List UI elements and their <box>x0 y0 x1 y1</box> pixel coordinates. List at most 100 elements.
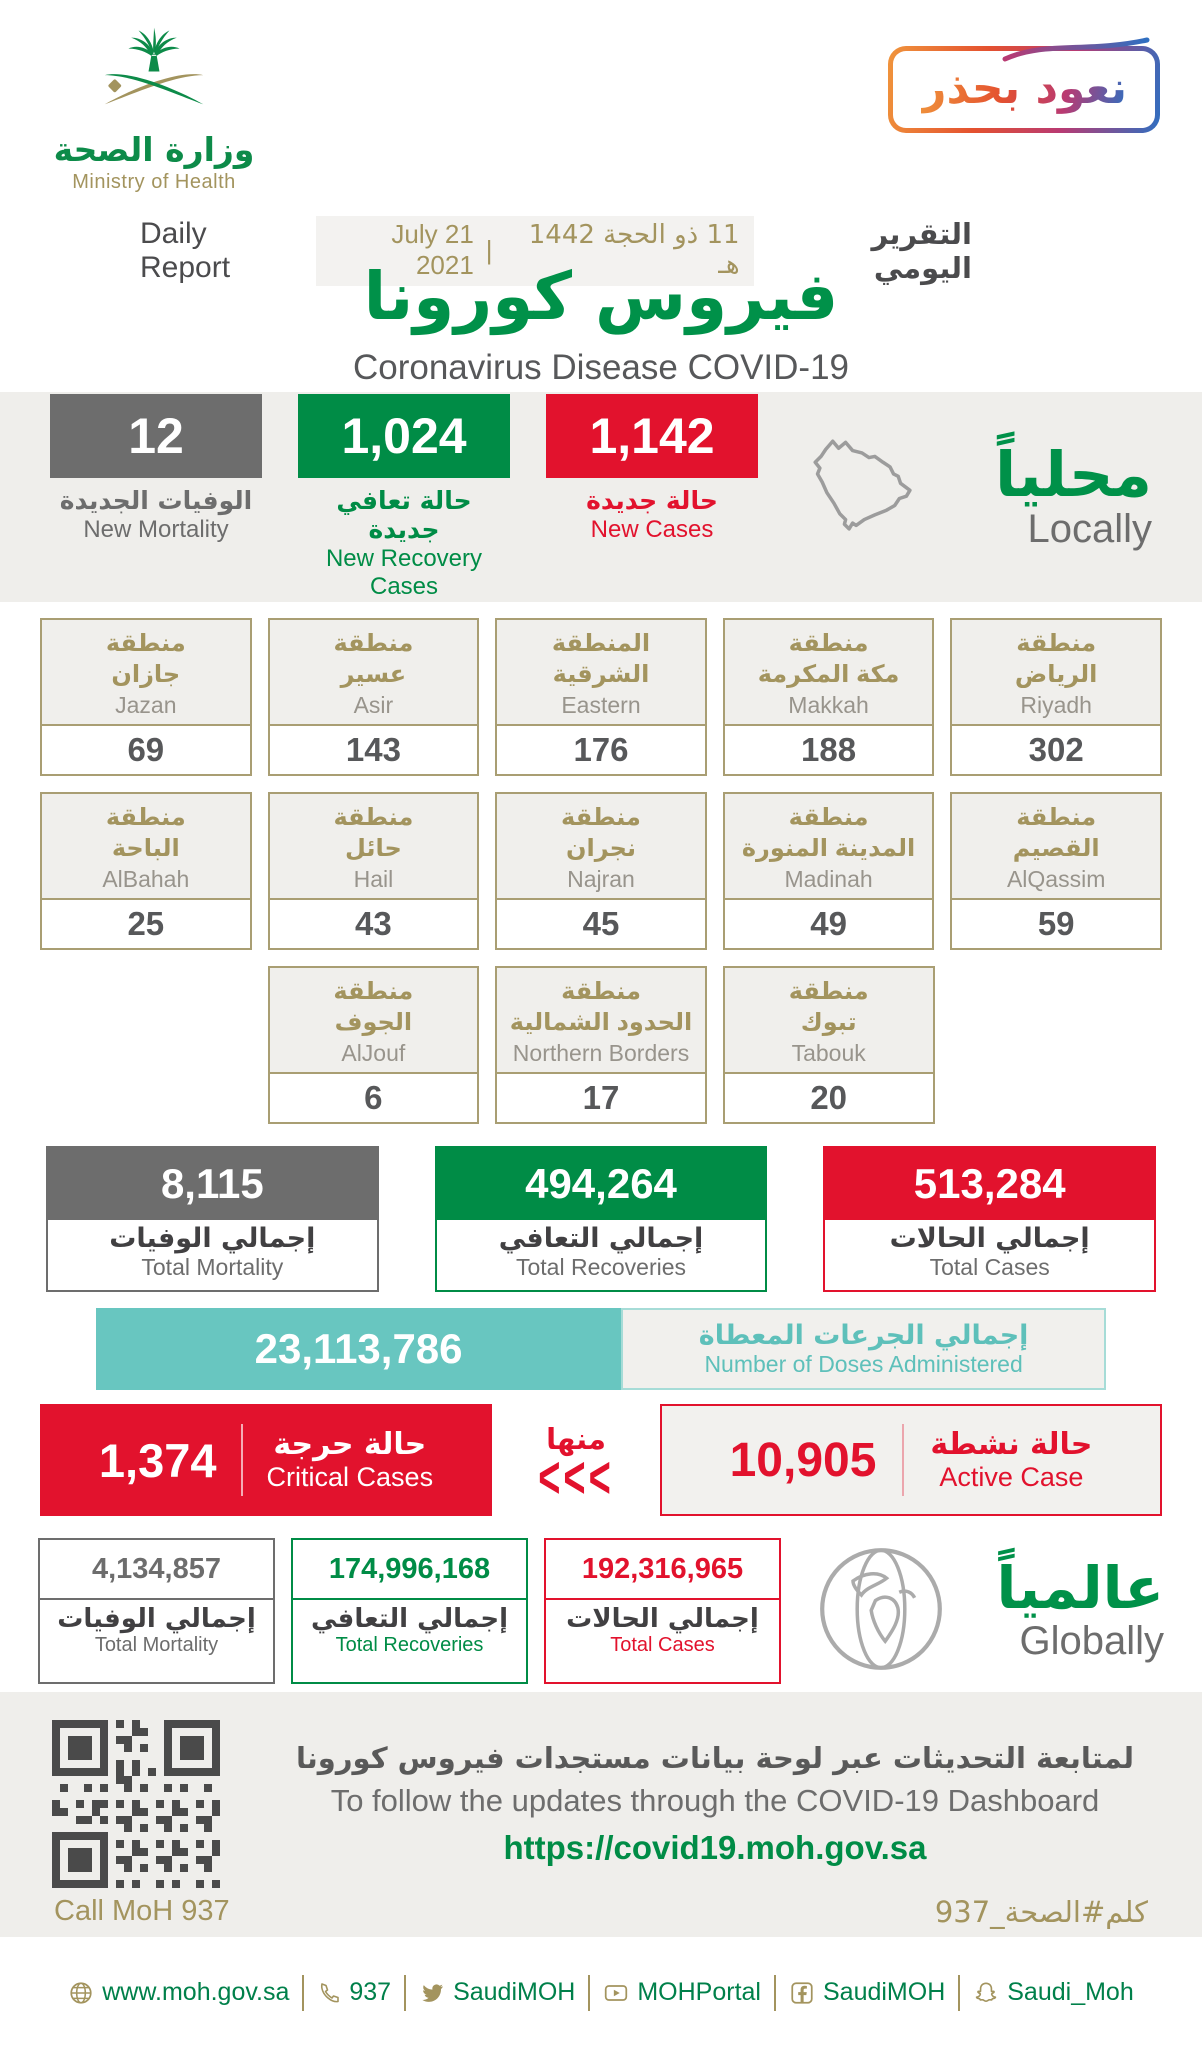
region-new-cases: 176 <box>573 731 629 768</box>
footer-divider <box>404 1974 407 2011</box>
phone-icon <box>321 1982 340 2002</box>
report-header: وزارة الصحة Ministry of Health نعود بحذر… <box>0 0 1202 392</box>
divider <box>240 1424 243 1496</box>
twitter-icon <box>422 1983 443 2002</box>
ministry-logo: وزارة الصحة Ministry of Health <box>44 24 264 194</box>
region-card: منطقة الجوف AlJouf 6 <box>267 966 480 1124</box>
call-moh-row: Call MoH 937 كلم#الصحة_937 <box>52 1895 1150 1929</box>
globally-heading-english: Globally <box>1019 1618 1164 1663</box>
locally-section: 12 الوفيات الجديدة New Mortality 1,024 ح… <box>0 392 1202 602</box>
region-card: منطقة الباحة AlBahah 25 <box>40 792 252 950</box>
dashboard-note-arabic: لمتابعة التحديثات عبر لوحة بيانات مستجدا… <box>296 1740 1134 1775</box>
total-card: 8,115 إجمالي الوفيات Total Mortality <box>46 1146 379 1292</box>
region-new-cases: 59 <box>1037 905 1075 942</box>
region-card: منطقة القصيم AlQassim 59 <box>950 792 1162 950</box>
region-name-english: Tabouk <box>791 1040 866 1067</box>
region-new-cases: 143 <box>345 731 401 768</box>
region-card: منطقة تبوك Tabouk 20 <box>722 966 935 1124</box>
stat-label-english: New Cases <box>590 515 714 543</box>
region-card-header: منطقة الباحة AlBahah <box>42 794 250 900</box>
snapchat-item[interactable]: Saudi_Moh <box>973 1978 1134 2007</box>
region-name-english: Jazan <box>115 692 177 719</box>
total-labels: إجمالي التعافي Total Recoveries <box>437 1220 766 1286</box>
twitter-item[interactable]: SaudiMOH <box>419 1978 575 2007</box>
regions-row-2: منطقة الباحة AlBahah 25 منطقة حائل Hail 43… <box>40 792 1162 950</box>
youtube-label: MOHPortal <box>637 1978 761 2006</box>
region-name-arabic: منطقة الجوف <box>333 978 414 1037</box>
global-stat-labels: إجمالي التعافي Total Recoveries <box>293 1600 526 1682</box>
global-stat-card: 174,996,168 إجمالي التعافي Total Recover… <box>291 1538 528 1684</box>
global-stat-value: 174,996,168 <box>293 1540 526 1600</box>
active-label-english: Active Case <box>939 1462 1084 1492</box>
region-name-arabic: منطقة تبوك <box>788 978 869 1037</box>
call-moh-arabic-hashtag: كلم#الصحة_937 <box>934 1895 1148 1929</box>
total-label-english: Total Cases <box>929 1254 1050 1280</box>
critical-labels: حالة حرجة Critical Cases <box>267 1427 434 1493</box>
region-card: المنطقة الشرقية Eastern 176 <box>495 618 707 776</box>
report-title-english: Coronavirus Disease COVID-19 <box>352 348 849 387</box>
critical-label-english: Critical Cases <box>266 1462 434 1492</box>
region-new-cases: 45 <box>582 905 620 942</box>
total-value: 8,115 <box>48 1148 377 1220</box>
stat-label-arabic: حالة تعافي جديدة <box>336 485 472 544</box>
region-new-cases: 43 <box>355 905 392 942</box>
of-which-connector: منها <<< <box>492 1422 660 1508</box>
region-name-english: Eastern <box>561 692 641 719</box>
critical-cases-card: 1,374 حالة حرجة Critical Cases <box>40 1404 492 1516</box>
region-card-header: منطقة الجوف AlJouf <box>269 968 478 1074</box>
dashboard-url-link[interactable]: https://covid19.moh.gov.sa <box>503 1828 927 1866</box>
stat-label-arabic: حالة جديدة <box>586 485 718 515</box>
region-card: منطقة المدينة المنورة Madinah 49 <box>722 792 935 950</box>
active-labels: حالة نشطة Active Case <box>930 1427 1092 1493</box>
region-name-english: AlJouf <box>341 1040 406 1067</box>
regions-row-1: منطقة جازان Jazan 69 منطقة عسير Asir 143 ا… <box>40 618 1162 776</box>
footer-divider <box>958 1974 961 2011</box>
twitter-label: SaudiMOH <box>453 1978 576 2006</box>
region-card-header: منطقة الرياض Riyadh <box>952 620 1160 726</box>
region-name-arabic: منطقة الرياض <box>1014 630 1098 689</box>
region-name-arabic: منطقة الحدود الشمالية <box>509 978 693 1037</box>
active-label-arabic: حالة نشطة <box>930 1427 1093 1462</box>
region-new-cases: 49 <box>810 905 847 942</box>
hijri-date: 11 ذو الحجة 1442 هـ <box>528 220 740 280</box>
stat-value: 1,142 <box>589 407 715 464</box>
global-stat-labels: إجمالي الوفيات Total Mortality <box>40 1600 273 1682</box>
global-stats: 4,134,857 إجمالي الوفيات Total Mortality… <box>38 1538 781 1684</box>
region-name-english: Asir <box>353 692 394 719</box>
region-name-english: Riyadh <box>1020 692 1092 719</box>
footer-divider <box>773 1974 776 2011</box>
stat-value: 1,024 <box>341 407 467 464</box>
region-card: منطقة عسير Asir 143 <box>267 618 480 776</box>
left-chevrons-icon: <<< <box>538 1446 614 1512</box>
region-new-cases: 6 <box>364 1079 383 1116</box>
active-cases-card: 10,905 حالة نشطة Active Case <box>660 1404 1162 1516</box>
region-name-arabic: منطقة الباحة <box>105 804 186 863</box>
stat-value-box: 1,142 <box>546 393 758 478</box>
region-card-header: منطقة مكة المكرمة Makkah <box>724 620 933 726</box>
globe-icon <box>811 1539 951 1684</box>
facebook-label: SaudiMOH <box>822 1978 946 2006</box>
doses-label-arabic: إجمالي الجرعات المعطاة <box>698 1320 1029 1351</box>
stat-label-arabic: الوفيات الجديدة <box>59 485 253 515</box>
region-name-arabic: منطقة القصيم <box>1012 804 1100 863</box>
critical-active-row: 1,374 حالة حرجة Critical Cases منها <<< … <box>0 1390 1202 1530</box>
total-label-arabic: إجمالي الحالات <box>889 1223 1090 1254</box>
region-name-english: Najran <box>567 866 635 893</box>
doses-labels: إجمالي الجرعات المعطاة Number of Doses A… <box>621 1308 1106 1390</box>
region-card-header: منطقة تبوك Tabouk <box>724 968 933 1074</box>
region-name-arabic: منطقة مكة المكرمة <box>757 630 900 689</box>
total-value: 494,264 <box>436 1148 766 1220</box>
global-stat-label-arabic: إجمالي الوفيات <box>57 1604 256 1634</box>
critical-value: 1,374 <box>98 1433 217 1487</box>
total-label-english: Total Recoveries <box>515 1254 687 1280</box>
youtube-icon <box>605 1984 628 2001</box>
doses-label-english: Number of Doses Administered <box>704 1351 1023 1377</box>
youtube-item[interactable]: MOHPortal <box>603 1978 761 2007</box>
website-item[interactable]: www.moh.gov.sa <box>68 1978 289 2007</box>
region-new-cases: 69 <box>127 731 165 768</box>
global-stat-label-arabic: إجمالي الحالات <box>566 1604 759 1634</box>
facebook-item[interactable]: SaudiMOH <box>789 1978 945 2007</box>
total-card: 513,284 إجمالي الحالات Total Cases <box>823 1146 1157 1292</box>
global-stat-labels: إجمالي الحالات Total Cases <box>546 1600 779 1682</box>
total-label-arabic: إجمالي الوفيات <box>109 1223 316 1254</box>
